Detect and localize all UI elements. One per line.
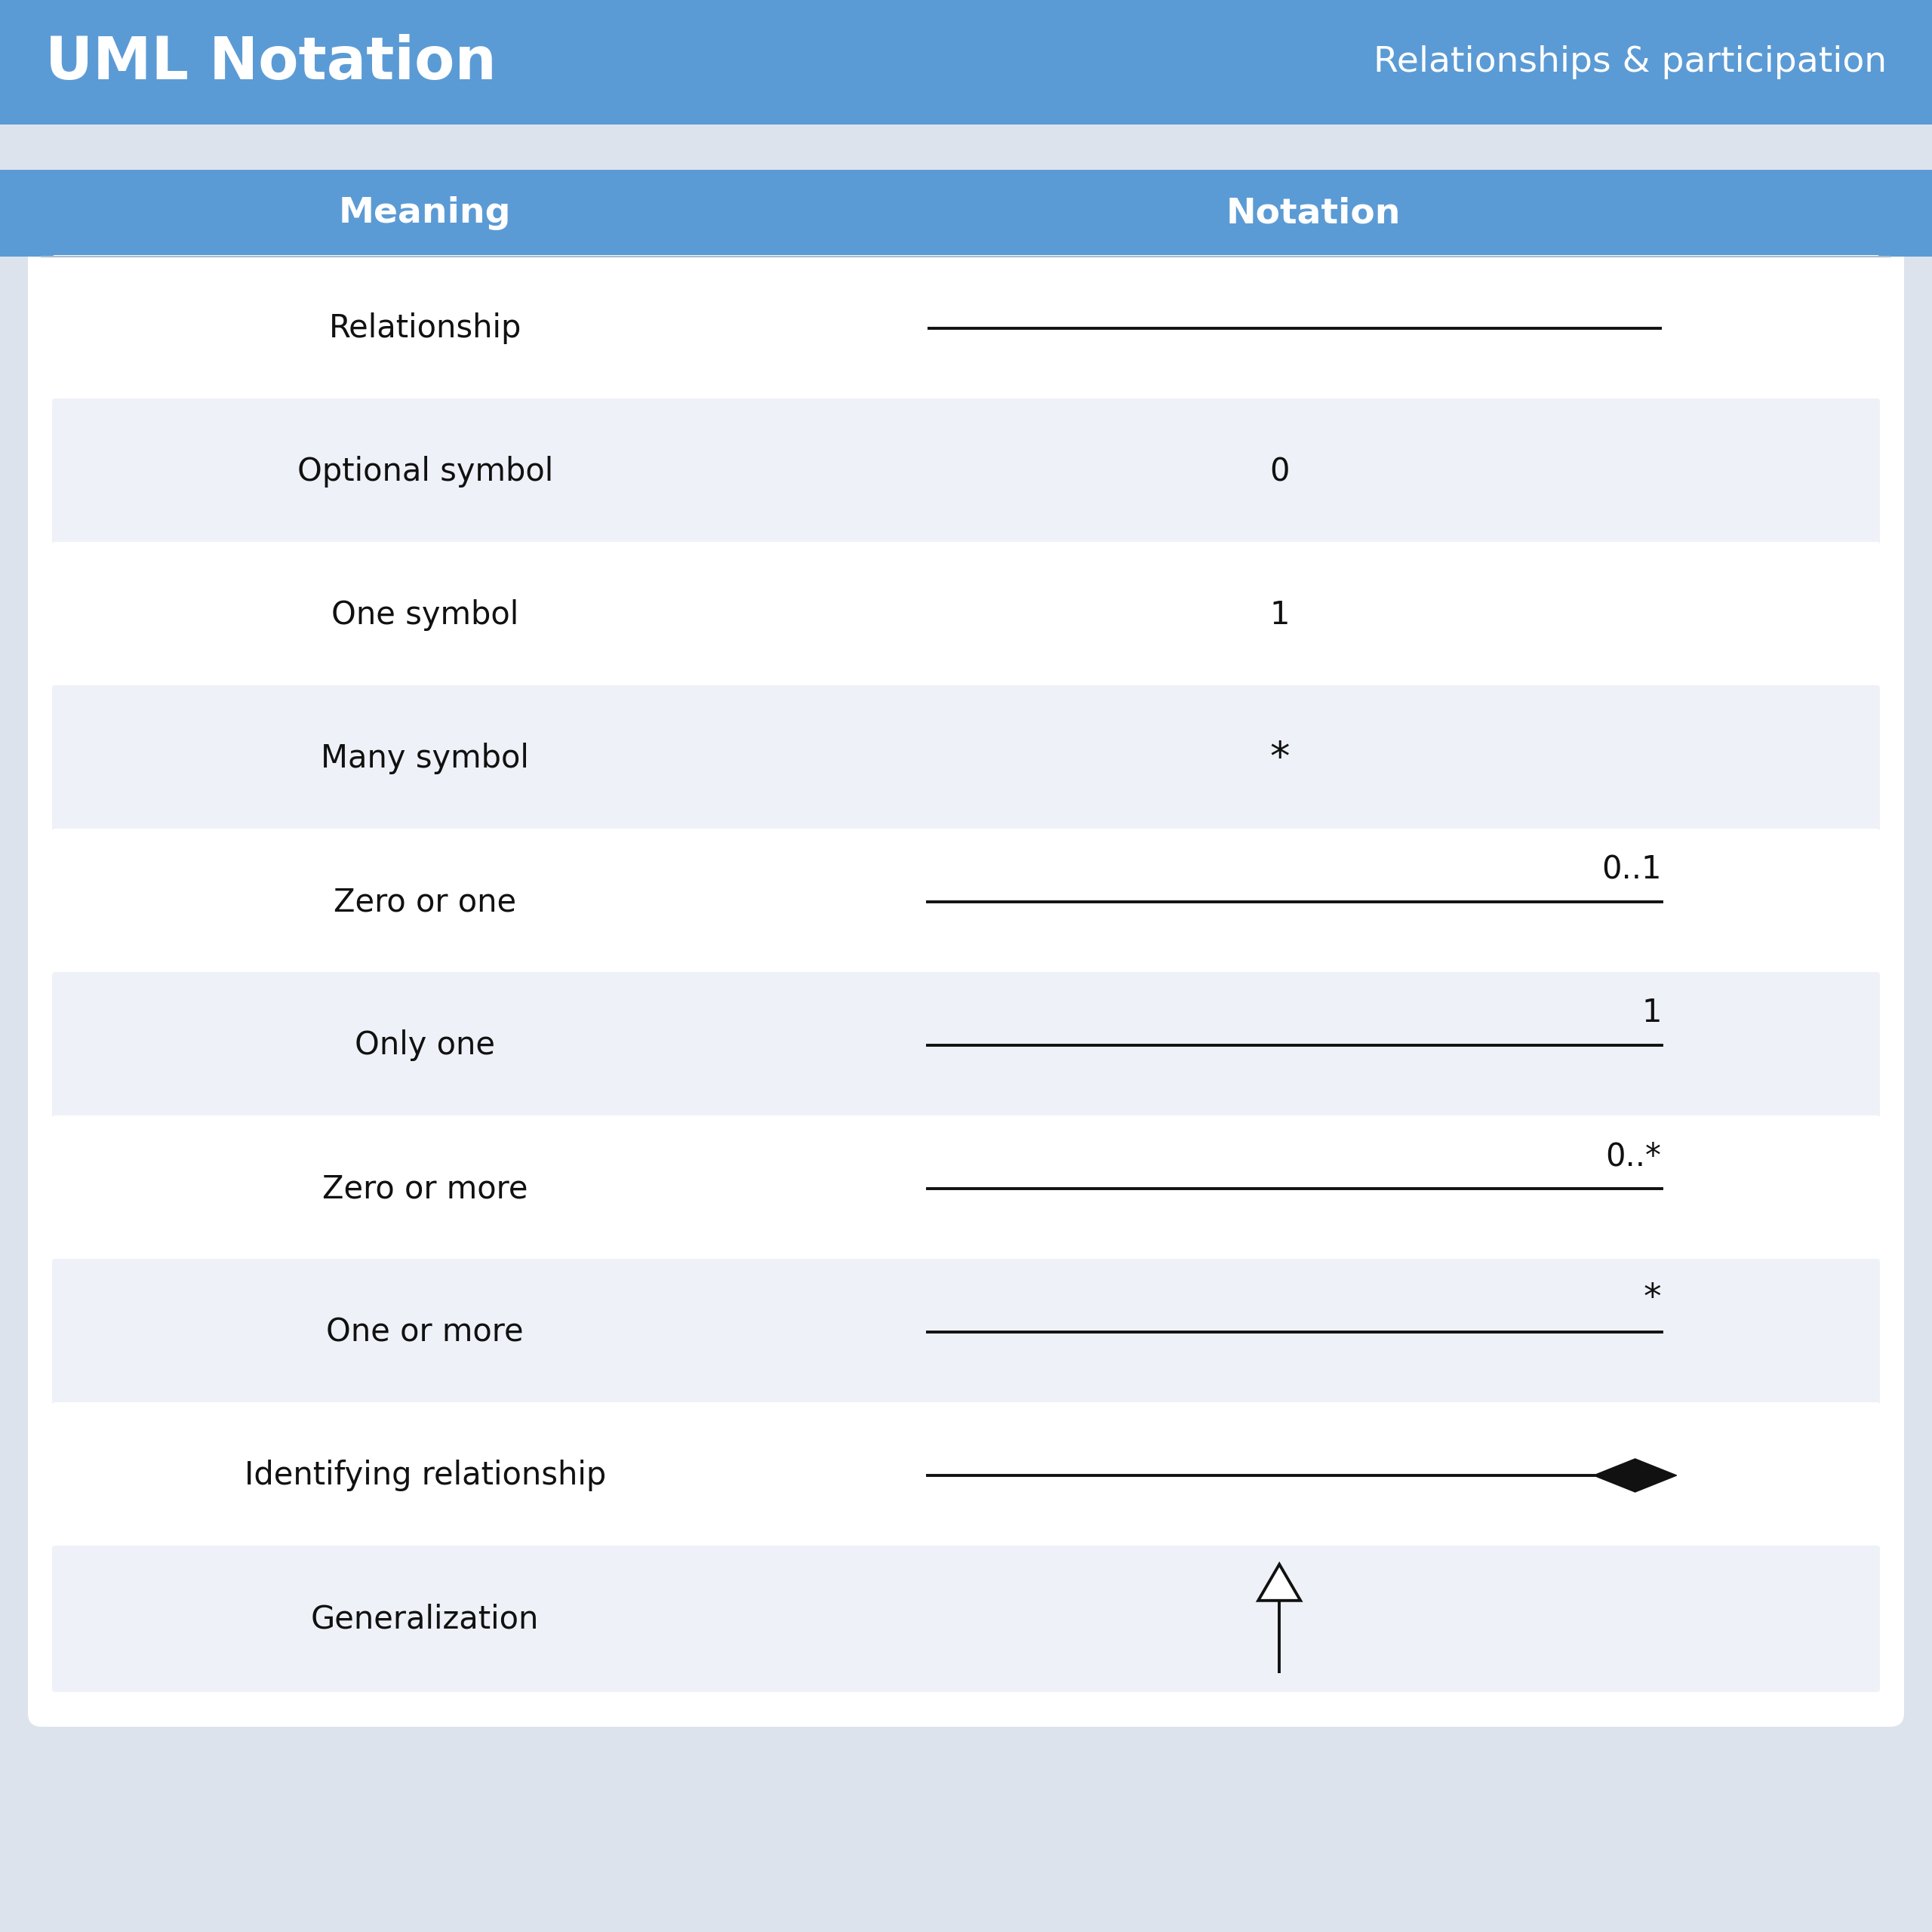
FancyBboxPatch shape <box>0 170 1932 257</box>
FancyBboxPatch shape <box>0 0 1932 124</box>
Text: 0..*: 0..* <box>1605 1140 1662 1173</box>
Text: Many symbol: Many symbol <box>321 742 529 775</box>
Polygon shape <box>1258 1565 1300 1600</box>
Text: Identifying relationship: Identifying relationship <box>243 1459 607 1492</box>
FancyBboxPatch shape <box>52 255 1880 402</box>
Text: 0: 0 <box>1269 456 1289 487</box>
Text: 1: 1 <box>1642 997 1662 1028</box>
Text: Relationship: Relationship <box>328 313 522 344</box>
Text: Optional symbol: Optional symbol <box>298 456 553 487</box>
Text: One symbol: One symbol <box>332 599 518 632</box>
Text: Notation: Notation <box>1227 197 1401 230</box>
FancyBboxPatch shape <box>52 972 1880 1119</box>
FancyBboxPatch shape <box>52 829 1880 976</box>
Text: 0..1: 0..1 <box>1602 854 1662 885</box>
Text: Meaning: Meaning <box>338 197 512 230</box>
FancyBboxPatch shape <box>52 398 1880 545</box>
FancyBboxPatch shape <box>52 541 1880 688</box>
Text: 1: 1 <box>1269 599 1289 632</box>
FancyBboxPatch shape <box>27 243 1905 1727</box>
Text: Relationships & participation: Relationships & participation <box>1374 44 1888 79</box>
FancyBboxPatch shape <box>52 1115 1880 1262</box>
FancyBboxPatch shape <box>52 1260 1880 1405</box>
FancyBboxPatch shape <box>52 686 1880 831</box>
Text: Zero or one: Zero or one <box>334 887 516 918</box>
Text: Zero or more: Zero or more <box>323 1173 527 1204</box>
Text: UML Notation: UML Notation <box>44 33 497 91</box>
Text: Generalization: Generalization <box>311 1604 539 1634</box>
FancyBboxPatch shape <box>52 1546 1880 1692</box>
Text: *: * <box>1644 1281 1662 1316</box>
Polygon shape <box>1594 1459 1677 1492</box>
Text: Only one: Only one <box>355 1030 495 1061</box>
Text: *: * <box>1269 738 1289 779</box>
FancyBboxPatch shape <box>52 1403 1880 1549</box>
Text: One or more: One or more <box>327 1316 524 1349</box>
